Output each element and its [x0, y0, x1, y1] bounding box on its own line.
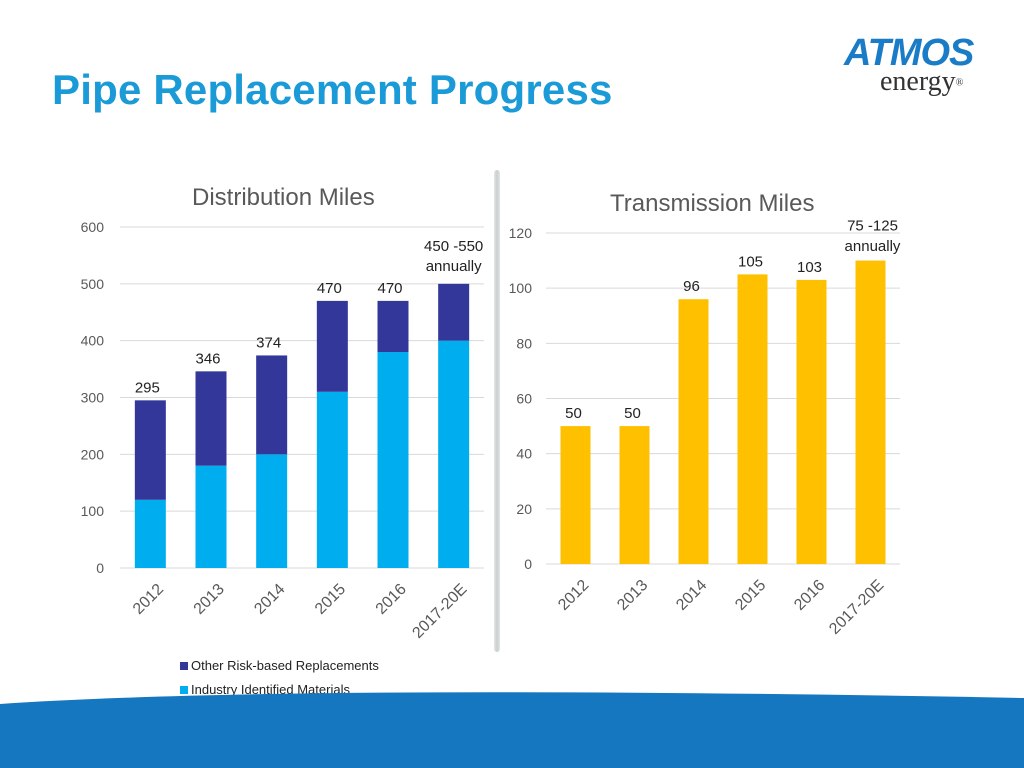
trans-y-tick-label: 60 — [516, 391, 532, 407]
trans-data-label: 50 — [624, 405, 641, 422]
atmos-energy-logo: ATMOS energy® — [840, 32, 990, 102]
dist-data-label: 470 — [317, 280, 342, 297]
legend-item-other-risk: Other Risk-based Replacements — [180, 658, 379, 673]
legend-swatch-dark — [180, 662, 188, 670]
dist-y-tick-label: 500 — [81, 276, 105, 292]
transmission-chart-title: Transmission Miles — [610, 190, 815, 217]
trans-x-tick-label: 2014 — [673, 577, 710, 614]
trans-data-label: 75 -125 annually — [845, 218, 901, 255]
dist-data-label: 295 — [135, 379, 160, 396]
trans-y-tick-label: 120 — [509, 225, 533, 241]
trans-x-tick-label: 2015 — [732, 577, 769, 614]
dist-y-tick-label: 300 — [81, 390, 105, 406]
page-title: Pipe Replacement Progress — [52, 66, 613, 113]
dist-data-label: 346 — [195, 350, 220, 367]
dist-bar-other-risk — [195, 371, 227, 466]
trans-x-tick-label: 2017-20E — [826, 577, 887, 638]
trans-bar — [796, 279, 827, 564]
legend-label-other-risk: Other Risk-based Replacements — [191, 658, 379, 673]
dist-y-tick-label: 400 — [81, 333, 105, 349]
trans-y-tick-label: 0 — [524, 556, 532, 572]
dist-data-label: 374 — [256, 334, 281, 351]
dist-bar-other-risk — [438, 283, 470, 341]
dist-data-label: 450 -550 annually — [424, 238, 483, 275]
dist-bar-other-risk — [134, 400, 166, 500]
trans-bar — [560, 426, 591, 564]
distribution-chart-title: Distribution Miles — [192, 184, 375, 211]
logo-subtext: energy® — [880, 68, 963, 98]
footer-wave — [0, 692, 1024, 768]
trans-bar — [619, 426, 650, 564]
trans-y-tick-label: 80 — [516, 335, 532, 351]
legend-swatch-light — [180, 686, 188, 694]
dist-bar-industry — [195, 465, 227, 568]
dist-bar-industry — [134, 499, 166, 568]
dist-bar-industry — [438, 340, 470, 568]
trans-y-tick-label: 100 — [509, 280, 533, 296]
trans-bar — [737, 274, 768, 564]
trans-bar — [678, 299, 709, 564]
registered-mark: ® — [955, 77, 964, 89]
trans-data-label: 105 — [738, 253, 763, 270]
trans-data-label: 96 — [683, 278, 700, 295]
dist-y-tick-label: 100 — [81, 503, 105, 519]
trans-data-label: 103 — [797, 259, 822, 276]
logo-brand: ATMOS — [844, 32, 974, 74]
dist-data-label: 470 — [377, 280, 402, 297]
trans-x-tick-label: 2013 — [614, 577, 651, 614]
dist-bar-industry — [316, 391, 348, 568]
logo-sub-word: energy — [880, 66, 956, 97]
legend-item-industry: Industry Identified Materials — [180, 682, 350, 697]
dist-bar-industry — [256, 454, 288, 568]
trans-y-tick-label: 40 — [516, 446, 532, 462]
trans-data-label: 50 — [565, 405, 582, 422]
dist-bar-other-risk — [256, 355, 288, 455]
chart-divider — [494, 170, 500, 652]
trans-x-tick-label: 2012 — [555, 577, 592, 614]
trans-y-tick-label: 20 — [516, 501, 532, 517]
dist-y-tick-label: 0 — [96, 560, 104, 576]
trans-x-tick-label: 2016 — [791, 577, 828, 614]
dist-y-tick-label: 600 — [81, 219, 105, 235]
dist-y-tick-label: 200 — [81, 446, 105, 462]
dist-bar-industry — [377, 352, 409, 568]
legend-label-industry: Industry Identified Materials — [191, 682, 350, 697]
dist-bar-other-risk — [316, 300, 348, 392]
dist-bar-other-risk — [377, 300, 409, 353]
trans-bar — [855, 260, 886, 564]
